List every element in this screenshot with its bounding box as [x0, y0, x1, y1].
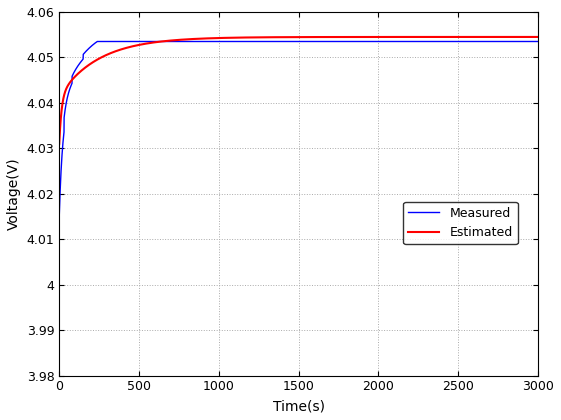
Estimated	[136, 42, 142, 47]
Measured	[134, 39, 140, 44]
Estimated	[56, 141, 63, 146]
Estimated	[130, 44, 137, 49]
Line: Estimated: Estimated	[59, 37, 538, 144]
Estimated	[62, 89, 68, 94]
Measured	[130, 39, 137, 44]
Y-axis label: Voltage(V): Voltage(V)	[7, 158, 21, 230]
Estimated	[535, 34, 541, 39]
Measured	[68, 83, 75, 88]
Legend: Measured, Estimated: Measured, Estimated	[403, 202, 517, 244]
X-axis label: Time(s): Time(s)	[273, 399, 325, 413]
Estimated	[68, 79, 75, 84]
Measured	[535, 39, 541, 44]
Measured	[136, 39, 142, 44]
Measured	[56, 214, 63, 219]
Measured	[94, 39, 100, 44]
Measured	[62, 106, 68, 111]
Line: Measured: Measured	[59, 42, 538, 217]
Estimated	[133, 43, 140, 48]
Measured	[57, 197, 63, 202]
Estimated	[57, 130, 63, 135]
